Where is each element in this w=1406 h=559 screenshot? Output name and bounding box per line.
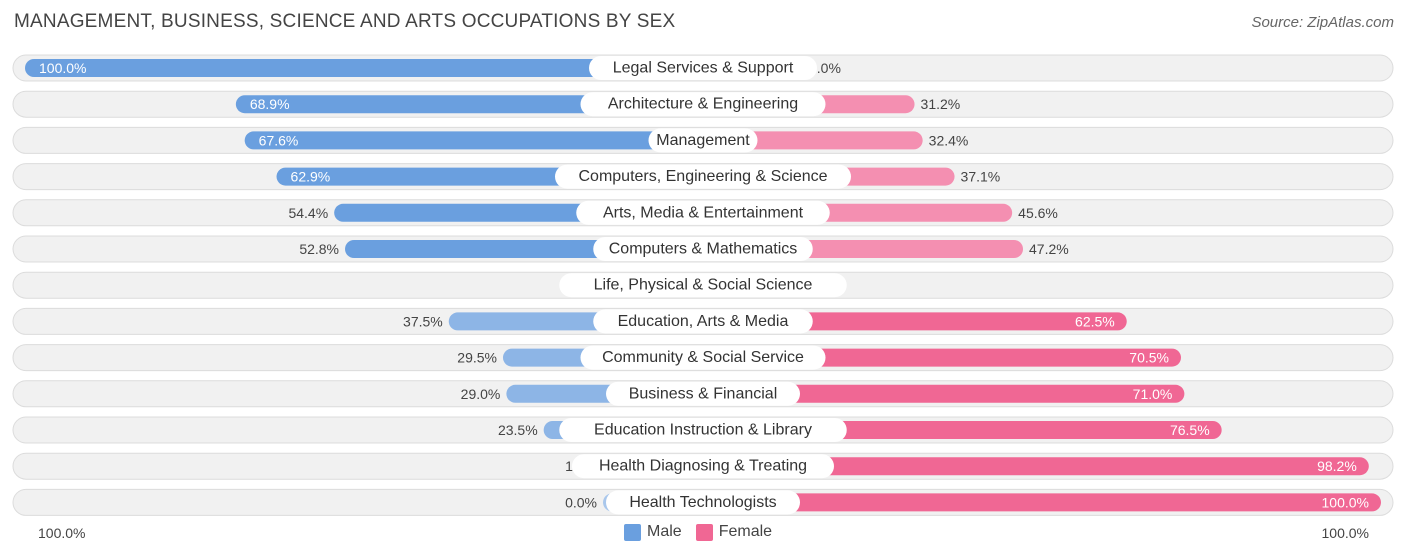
- category-label: Arts, Media & Entertainment: [603, 204, 804, 221]
- axis-left-label: 100.0%: [38, 525, 86, 541]
- value-label-female: 45.6%: [1018, 205, 1058, 221]
- legend: Male Female: [624, 523, 786, 541]
- category-pill: [589, 56, 817, 80]
- category-pill: [593, 237, 813, 261]
- value-label-male: 54.4%: [288, 205, 328, 221]
- axis-right-label: 100.0%: [1321, 525, 1369, 541]
- value-label-female: 98.2%: [1317, 458, 1357, 474]
- value-label-female: 71.0%: [1133, 386, 1173, 402]
- bar-chart: 100.0% 0.0% Legal Services & Support 68.9% 3…: [12, 54, 1394, 516]
- category-label: Architecture & Engineering: [608, 96, 798, 113]
- chart-title: MANAGEMENT, BUSINESS, SCIENCE AND ARTS O…: [14, 11, 676, 32]
- value-label-male: 29.0%: [461, 386, 501, 402]
- value-label-male: 52.8%: [299, 241, 339, 257]
- legend-swatch-male: [624, 523, 641, 541]
- value-label-male: 67.6%: [259, 132, 299, 148]
- source-label: Source: ZipAtlas.com: [1251, 14, 1394, 31]
- value-label-female: 31.2%: [921, 96, 961, 112]
- value-label-female: 0.0%: [809, 60, 841, 76]
- category-label: Computers, Engineering & Science: [578, 168, 827, 185]
- category-pill: [580, 92, 826, 117]
- category-label: Life, Physical & Social Science: [594, 277, 813, 294]
- value-label-female: 32.4%: [929, 132, 969, 148]
- value-label-male: 0.0%: [565, 494, 597, 510]
- value-label-male: 23.5%: [498, 422, 538, 438]
- category-label: Health Diagnosing & Treating: [599, 458, 807, 475]
- category-pill: [559, 273, 847, 298]
- value-label-male: 37.5%: [403, 313, 443, 329]
- value-label-female: 37.1%: [961, 169, 1001, 185]
- category-label: Business & Financial: [629, 385, 778, 402]
- legend-item-female: Female: [695, 523, 773, 541]
- category-pill: [593, 309, 813, 334]
- category-pill: [580, 345, 826, 370]
- category-label: Computers & Mathematics: [609, 241, 798, 258]
- bar-male: [25, 59, 712, 77]
- category-pill: [606, 381, 800, 406]
- bar-female: [694, 457, 1369, 476]
- category-label: Education, Arts & Media: [618, 313, 789, 330]
- value-label-female: 100.0%: [1322, 494, 1369, 510]
- category-label: Community & Social Service: [602, 349, 804, 366]
- category-pill: [555, 164, 851, 189]
- value-label-female: 70.5%: [1129, 350, 1169, 366]
- legend-label-female: Female: [718, 523, 773, 540]
- value-label-female: 76.5%: [1170, 422, 1210, 438]
- value-label-male: 68.9%: [250, 96, 290, 112]
- value-label-female: 62.5%: [1075, 313, 1115, 329]
- category-pill: [606, 490, 800, 515]
- legend-item-male: Male: [624, 523, 682, 541]
- value-label-male: 100.0%: [39, 60, 86, 76]
- category-label: Management: [656, 132, 750, 149]
- value-label-male: 62.9%: [291, 169, 331, 185]
- category-label: Legal Services & Support: [613, 60, 794, 77]
- category-label: Education Instruction & Library: [594, 422, 812, 439]
- category-pill: [572, 454, 834, 479]
- category-label: Health Technologists: [629, 494, 776, 511]
- category-pill: [559, 418, 847, 442]
- bar-male: [244, 131, 712, 150]
- category-pill: [648, 128, 758, 153]
- category-pill: [576, 200, 830, 225]
- bar-female: [694, 493, 1381, 512]
- legend-swatch-female: [695, 523, 713, 541]
- value-label-male: 29.5%: [457, 350, 497, 366]
- bar-female: [694, 384, 1185, 403]
- value-label-female: 47.2%: [1029, 241, 1069, 257]
- legend-label-male: Male: [647, 523, 682, 540]
